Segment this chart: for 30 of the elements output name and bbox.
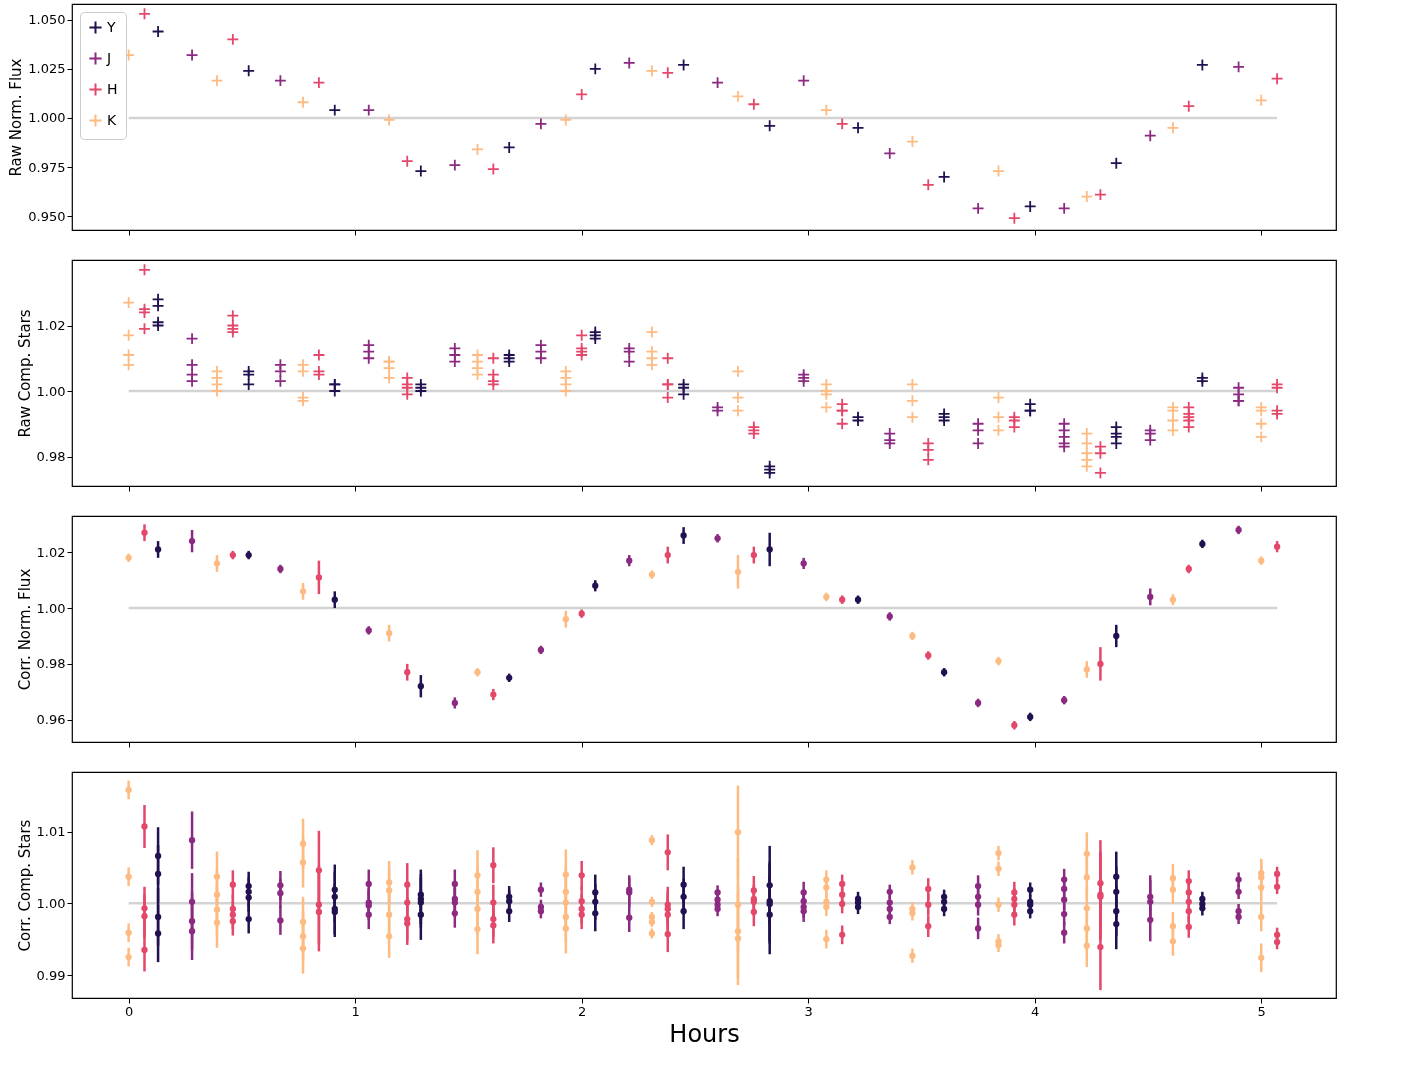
- x-tick-label: 4: [1031, 1003, 1040, 1019]
- x-tick-label: 0: [124, 1003, 134, 1019]
- y-tick-label: 1.000: [28, 110, 66, 126]
- x-axis-title: Hours: [669, 1019, 740, 1048]
- y-tick-label: 1.025: [28, 61, 66, 77]
- y-tick-label: 1.01: [36, 824, 66, 840]
- y-tick-label: 1.02: [36, 544, 66, 560]
- y-tick-label: 0.975: [28, 159, 66, 175]
- y-tick-label: 1.050: [28, 12, 66, 28]
- x-tick-label: 2: [578, 1003, 587, 1019]
- legend-label: K: [107, 111, 117, 128]
- y-tick-label: 0.99: [36, 967, 66, 983]
- x-tick-label: 1: [351, 1003, 360, 1019]
- y-tick-label: 1.00: [36, 895, 66, 911]
- y-tick-label: 0.98: [36, 656, 66, 672]
- x-tick-label: 3: [804, 1003, 813, 1019]
- y-tick-label: 1.02: [36, 318, 66, 334]
- x-tick-label: 5: [1257, 1003, 1266, 1019]
- y-axis-title: Corr. Norm. Flux: [15, 568, 34, 691]
- y-tick-label: 1.00: [36, 383, 66, 399]
- legend-label: J: [106, 49, 112, 66]
- y-tick-label: 0.98: [36, 449, 66, 465]
- y-tick-label: 0.950: [28, 208, 66, 224]
- y-tick-label: 1.00: [36, 600, 66, 616]
- y-axis-title: Corr. Comp. Stars: [15, 819, 34, 952]
- y-axis-title: Raw Norm. Flux: [7, 58, 26, 177]
- y-tick-label: 0.96: [36, 712, 66, 728]
- legend-label: H: [107, 80, 118, 97]
- y-axis-title: Raw Comp. Stars: [15, 309, 34, 438]
- legend-label: Y: [106, 18, 116, 35]
